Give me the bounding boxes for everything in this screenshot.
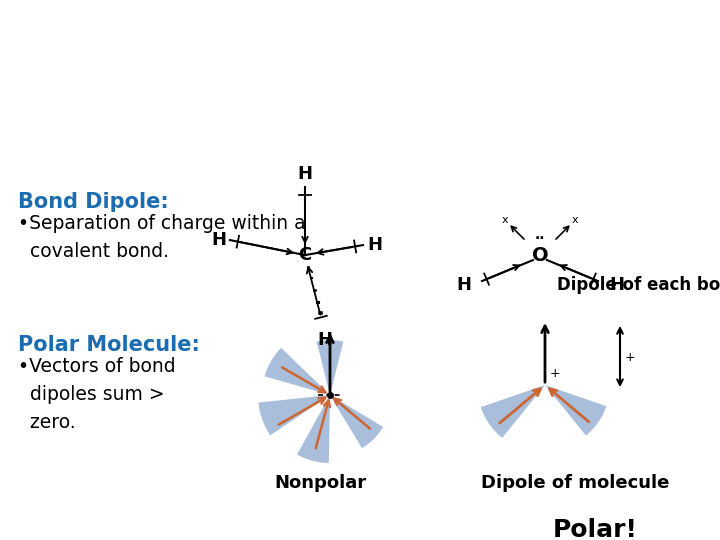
- Polygon shape: [297, 395, 330, 463]
- Text: Polar!: Polar!: [552, 518, 637, 540]
- Text: x: x: [502, 215, 508, 225]
- Polygon shape: [330, 395, 383, 448]
- Text: H: H: [456, 276, 471, 294]
- Text: Dipole of molecule: Dipole of molecule: [481, 474, 669, 492]
- Text: H: H: [609, 276, 624, 294]
- Text: Dipole of each bond: Dipole of each bond: [557, 276, 720, 294]
- Text: Bond Dipole:: Bond Dipole:: [18, 192, 168, 212]
- Polygon shape: [481, 385, 545, 438]
- Text: x: x: [572, 215, 578, 225]
- Text: H: H: [297, 165, 312, 183]
- Text: H: H: [211, 231, 226, 249]
- Text: Polar Bonds: Polar Bonds: [228, 37, 434, 71]
- Text: ··: ··: [535, 232, 545, 246]
- Polygon shape: [317, 340, 343, 395]
- Polygon shape: [265, 348, 330, 395]
- Text: Polar Molecule:: Polar Molecule:: [18, 335, 200, 355]
- Text: +: +: [550, 367, 561, 380]
- Text: and Polar Molecules (cont.): and Polar Molecules (cont.): [95, 111, 567, 145]
- Text: Nonpolar: Nonpolar: [274, 474, 366, 492]
- Polygon shape: [258, 395, 330, 435]
- Text: •Vectors of bond
  dipoles sum >
  zero.: •Vectors of bond dipoles sum > zero.: [18, 357, 176, 432]
- Polygon shape: [545, 385, 606, 436]
- Text: O: O: [531, 246, 549, 265]
- Text: H: H: [318, 331, 333, 349]
- Text: H: H: [367, 236, 382, 254]
- Text: C: C: [298, 246, 312, 264]
- Text: •Separation of charge within a
  covalent bond.: •Separation of charge within a covalent …: [18, 214, 305, 261]
- Text: +: +: [625, 350, 636, 363]
